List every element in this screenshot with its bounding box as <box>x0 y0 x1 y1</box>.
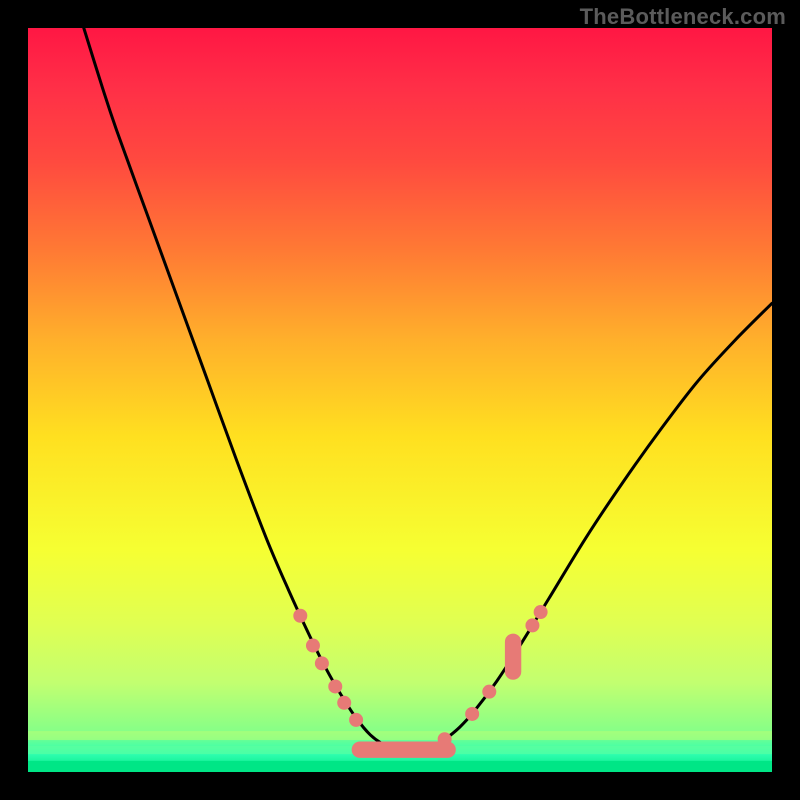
marker-dot <box>328 679 342 693</box>
bottom-band <box>28 761 772 772</box>
marker-dot <box>349 713 363 727</box>
marker-dot <box>465 707 479 721</box>
figure-container: { "watermark": { "text": "TheBottleneck.… <box>0 0 800 800</box>
marker-dot <box>306 639 320 653</box>
marker-dot <box>293 609 307 623</box>
marker-dot <box>482 685 496 699</box>
marker-dot <box>438 732 452 746</box>
bottom-band <box>28 731 772 740</box>
marker-pill <box>505 634 521 680</box>
plot-area <box>28 28 772 772</box>
watermark-text: TheBottleneck.com <box>580 4 786 30</box>
marker-dot <box>315 656 329 670</box>
marker-dot <box>525 618 539 632</box>
marker-dot <box>337 696 351 710</box>
chart-svg <box>28 28 772 772</box>
gradient-background <box>28 28 772 772</box>
marker-dot <box>534 605 548 619</box>
